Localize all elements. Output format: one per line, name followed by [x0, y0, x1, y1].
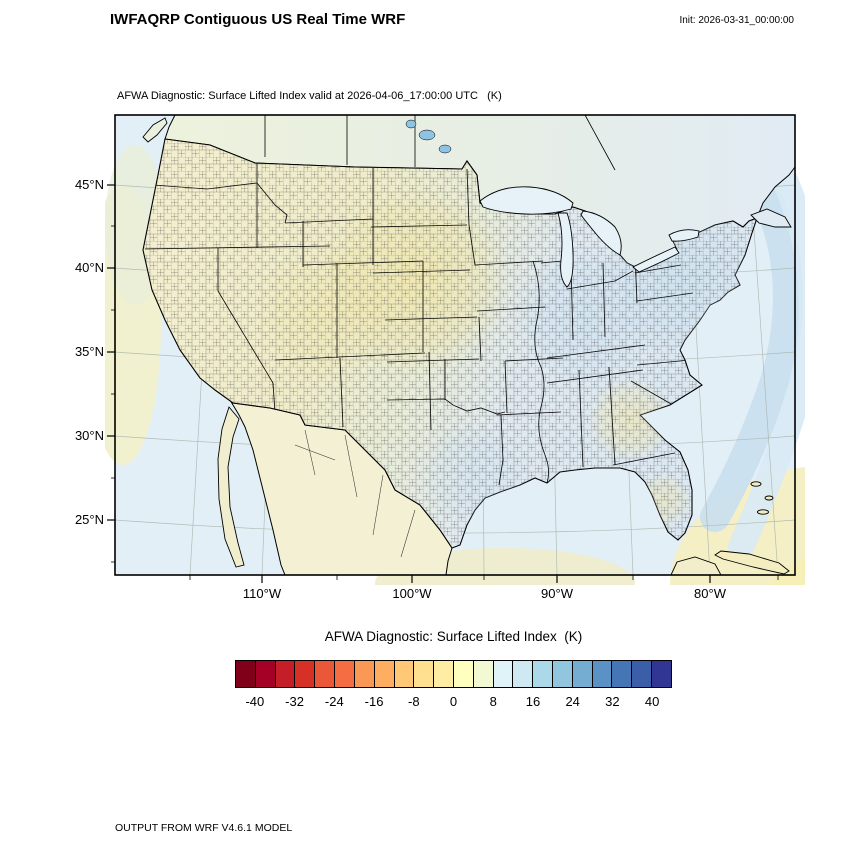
- colorbar-cell: [591, 660, 613, 688]
- colorbar-cell: [274, 660, 296, 688]
- islands: [142, 117, 792, 575]
- colorbar-tick-label: -40: [245, 694, 265, 709]
- lake-erie: [632, 246, 680, 273]
- bahamas-island: [757, 509, 769, 515]
- colorbar: [235, 660, 672, 688]
- colorbar-tick-label: -16: [364, 694, 384, 709]
- colorbar-cell: [393, 660, 415, 688]
- baja-peninsula: [217, 406, 245, 568]
- colorbar-cell: [512, 660, 534, 688]
- colorbar-cell: [492, 660, 514, 688]
- colorbar-cell: [452, 660, 474, 688]
- colorbar-cell: [254, 660, 276, 688]
- colorbar-cell: [571, 660, 593, 688]
- state-boundaries: [144, 151, 702, 486]
- colorbar-cell: [651, 660, 672, 688]
- lat-tick-label: 40°N: [74, 260, 104, 275]
- mexico-landmass: [217, 399, 722, 576]
- lake-ontario: [668, 229, 700, 242]
- nova-scotia: [750, 208, 792, 228]
- vancouver-island: [142, 117, 168, 143]
- colorbar-cell: [334, 660, 355, 688]
- colorbar-cell: [235, 660, 256, 688]
- colorbar-tick-label: 24: [565, 694, 580, 709]
- lat-tick-label: 45°N: [74, 177, 104, 192]
- lat-tick-label: 25°N: [74, 512, 104, 527]
- lon-tick-label: 110°W: [242, 586, 282, 601]
- colorbar-tick-label: 40: [644, 694, 660, 709]
- colorbar-cell: [552, 660, 573, 688]
- mexico-state-borders: [294, 429, 416, 558]
- lake-michigan: [557, 212, 574, 288]
- footer-model-line: OUTPUT FROM WRF V4.6.1 MODEL: [115, 822, 293, 834]
- lat-tick-label: 35°N: [74, 344, 104, 359]
- colorbar-cell: [472, 660, 494, 688]
- colorbar-cell: [294, 660, 316, 688]
- us-map: [105, 114, 805, 585]
- colorbar-cell: [611, 660, 633, 688]
- major-ticks: [107, 184, 711, 583]
- great-lakes: [479, 186, 700, 288]
- cuba-island: [714, 550, 790, 575]
- lon-tick-label: 100°W: [392, 586, 432, 601]
- page-title: IWFAQRP Contiguous US Real Time WRF: [110, 11, 406, 28]
- bahamas-island: [750, 481, 762, 487]
- colorbar-cell: [532, 660, 553, 688]
- colorbar-tick-label: -8: [407, 694, 420, 709]
- lake-superior: [479, 186, 574, 215]
- map-subtitle: AFWA Diagnostic: Surface Lifted Index va…: [117, 90, 502, 102]
- colorbar-cell: [353, 660, 375, 688]
- lake-huron: [580, 210, 622, 256]
- colorbar-tick-label: -32: [285, 694, 304, 709]
- map-frame: [107, 114, 796, 583]
- colorbar-tick-labels: -40 -32 -24 -16 -8 0 8 16 24 32 40: [235, 694, 672, 710]
- init-time-label: Init: 2026-03-31_00:00:00: [679, 15, 794, 26]
- bahamas-island: [764, 495, 774, 501]
- colorbar-tick-label: 8: [489, 694, 497, 709]
- colorbar-tick-label: 0: [449, 694, 458, 709]
- colorbar-cell: [314, 660, 336, 688]
- colorbar-cell: [631, 660, 653, 688]
- canada-lakes: [405, 119, 452, 154]
- lon-tick-label: 80°W: [694, 586, 726, 601]
- lat-tick-label: 30°N: [74, 428, 104, 443]
- colorbar-cell: [433, 660, 454, 688]
- lon-tick-label: 90°W: [541, 586, 573, 601]
- colorbar-cell: [373, 660, 395, 688]
- colorbar-tick-label: 32: [605, 694, 620, 709]
- colorbar-cell: [413, 660, 435, 688]
- colorbar-tick-label: -24: [324, 694, 344, 709]
- colorbar-title: AFWA Diagnostic: Surface Lifted Index (K…: [324, 629, 583, 644]
- colorbar-tick-label: 16: [525, 694, 541, 709]
- footer: OUTPUT FROM WRF V4.6.1 MODEL WE = 580 ; …: [115, 797, 528, 850]
- minor-ticks: [111, 225, 779, 580]
